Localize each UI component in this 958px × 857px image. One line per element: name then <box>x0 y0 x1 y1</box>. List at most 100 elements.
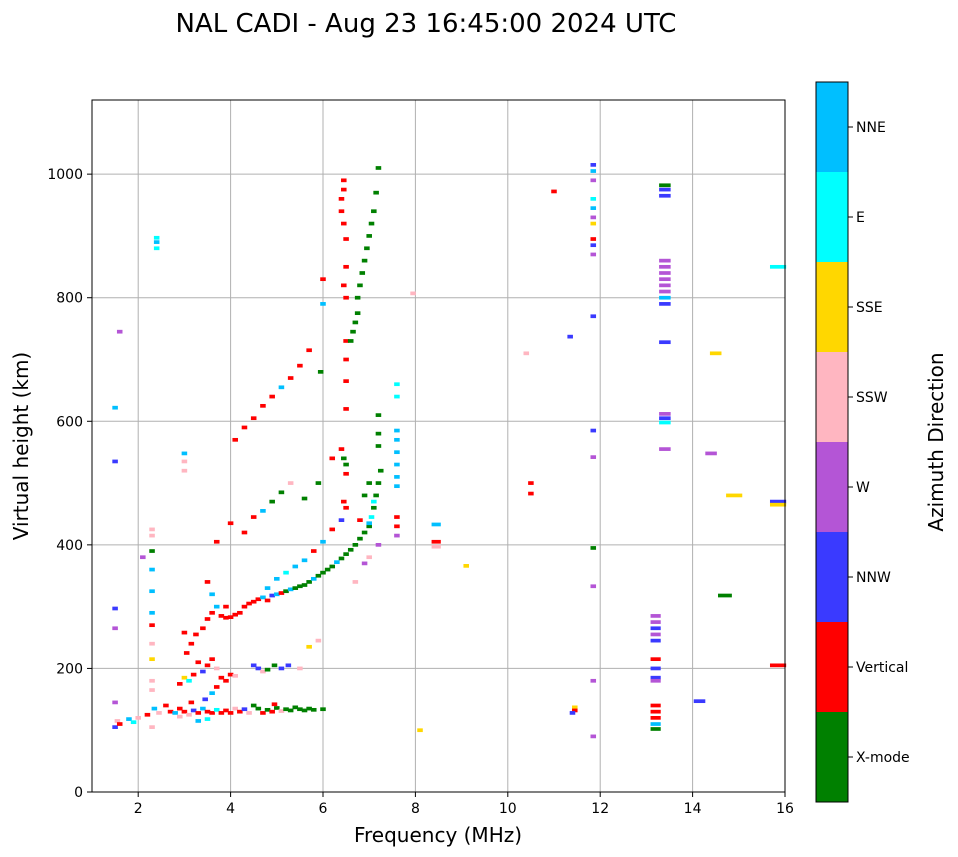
echo-point-x-mode <box>283 589 289 594</box>
echo-point-vertical <box>431 539 441 544</box>
echo-point-w <box>659 412 671 416</box>
echo-point-vertical <box>343 379 349 383</box>
echo-point-vertical <box>338 197 345 201</box>
echo-point-x-mode <box>306 706 312 711</box>
echo-point-nnw <box>112 725 118 729</box>
echo-point-vertical <box>209 610 215 615</box>
echo-point-x-mode <box>359 271 366 275</box>
echo-point-nne <box>659 295 671 300</box>
echo-point-x-mode <box>315 573 322 578</box>
echo-point-x-mode <box>357 536 363 541</box>
echo-point-x-mode <box>292 586 299 590</box>
echo-point-vertical <box>338 447 345 451</box>
echo-point-nne <box>209 691 215 695</box>
echo-point-vertical <box>264 598 271 603</box>
echo-point-w <box>650 632 661 637</box>
echo-point-nnw <box>338 518 345 522</box>
echo-point-vertical <box>338 209 345 214</box>
echo-point-nne <box>209 592 215 597</box>
echo-point-nne <box>149 589 155 594</box>
echo-point-w <box>659 283 671 288</box>
echo-point-x-mode <box>306 580 312 584</box>
echo-point-ssw <box>232 673 238 678</box>
echo-point-x-mode <box>264 707 271 712</box>
echo-point-vertical <box>241 530 248 535</box>
echo-point-nnw <box>659 340 671 345</box>
echo-point-x-mode <box>301 496 308 501</box>
echo-point-vertical <box>650 657 661 662</box>
echo-point-vertical <box>343 505 349 510</box>
colorbar-category-label: X-mode <box>856 750 910 766</box>
echo-point-w <box>650 678 661 683</box>
x-tick-label: 4 <box>226 801 235 817</box>
echo-point-w <box>590 584 597 589</box>
echo-point-vertical <box>188 700 195 705</box>
echo-point-nnw <box>567 334 573 339</box>
echo-point-vertical <box>167 709 174 714</box>
data-points <box>112 163 787 739</box>
echo-point-x-mode <box>350 329 356 334</box>
echo-point-ssw <box>149 533 155 538</box>
echo-point-vertical <box>195 711 202 715</box>
echo-point-vertical <box>343 264 349 269</box>
echo-point-vertical <box>343 471 349 476</box>
echo-point-vertical <box>195 660 202 665</box>
echo-point-x-mode <box>375 481 382 485</box>
echo-point-ssw <box>352 580 359 584</box>
echo-point-e <box>769 264 787 269</box>
echo-point-nne <box>264 586 271 590</box>
echo-point-vertical <box>200 626 206 631</box>
echo-point-vertical <box>223 615 229 620</box>
echo-point-vertical <box>218 711 225 715</box>
echo-point-sse <box>181 675 188 680</box>
echo-point-vertical <box>343 357 349 362</box>
echo-point-nnw <box>650 626 661 631</box>
echo-point-vertical <box>183 651 190 655</box>
echo-point-x-mode <box>287 708 294 713</box>
echo-point-nnw <box>269 593 275 598</box>
colorbar-category-label: SSE <box>856 300 883 316</box>
grid-lines <box>92 100 786 793</box>
echo-point-vertical <box>213 685 220 689</box>
echo-point-nne <box>394 462 400 467</box>
echo-point-vertical <box>320 277 326 282</box>
y-tick-label: 200 <box>56 661 83 677</box>
echo-point-vertical <box>250 599 257 604</box>
echo-point-w <box>140 555 146 560</box>
echo-point-x-mode <box>364 246 370 251</box>
echo-point-nne <box>310 576 317 581</box>
echo-point-vertical <box>190 672 197 677</box>
echo-point-nne <box>200 706 206 711</box>
echo-point-ssw <box>181 468 188 473</box>
echo-point-x-mode <box>375 444 382 448</box>
echo-point-x-mode <box>375 166 382 170</box>
echo-point-vertical <box>341 187 347 192</box>
echo-point-nnw <box>112 606 118 611</box>
echo-point-ssw <box>246 711 252 715</box>
echo-point-nnw <box>590 163 597 167</box>
colorbar-category-label: E <box>856 210 865 226</box>
echo-point-vertical <box>343 339 349 343</box>
echo-point-w <box>650 620 661 624</box>
colorbar-swatch <box>816 622 848 712</box>
echo-point-nnw <box>190 708 197 713</box>
echo-point-x-mode <box>324 567 331 572</box>
echo-point-nnw <box>659 416 671 421</box>
colorbar-swatch <box>816 172 848 262</box>
echo-point-vertical <box>237 709 243 714</box>
colorbar-frame <box>815 81 849 803</box>
echo-point-x-mode <box>320 707 326 712</box>
echo-point-x-mode <box>375 413 382 417</box>
echo-point-nne <box>260 595 266 600</box>
x-tick-label: 6 <box>319 801 328 817</box>
echo-point-vertical <box>232 437 238 442</box>
echo-point-vertical <box>144 712 151 717</box>
echo-point-nnw <box>590 314 597 319</box>
echo-point-nnw <box>112 459 118 464</box>
echo-point-nne <box>153 240 160 244</box>
echo-point-vertical <box>223 678 229 683</box>
echo-point-vertical <box>343 407 349 411</box>
echo-point-e <box>153 235 160 240</box>
echo-point-vertical <box>278 591 285 595</box>
echo-point-nnw <box>590 428 597 433</box>
